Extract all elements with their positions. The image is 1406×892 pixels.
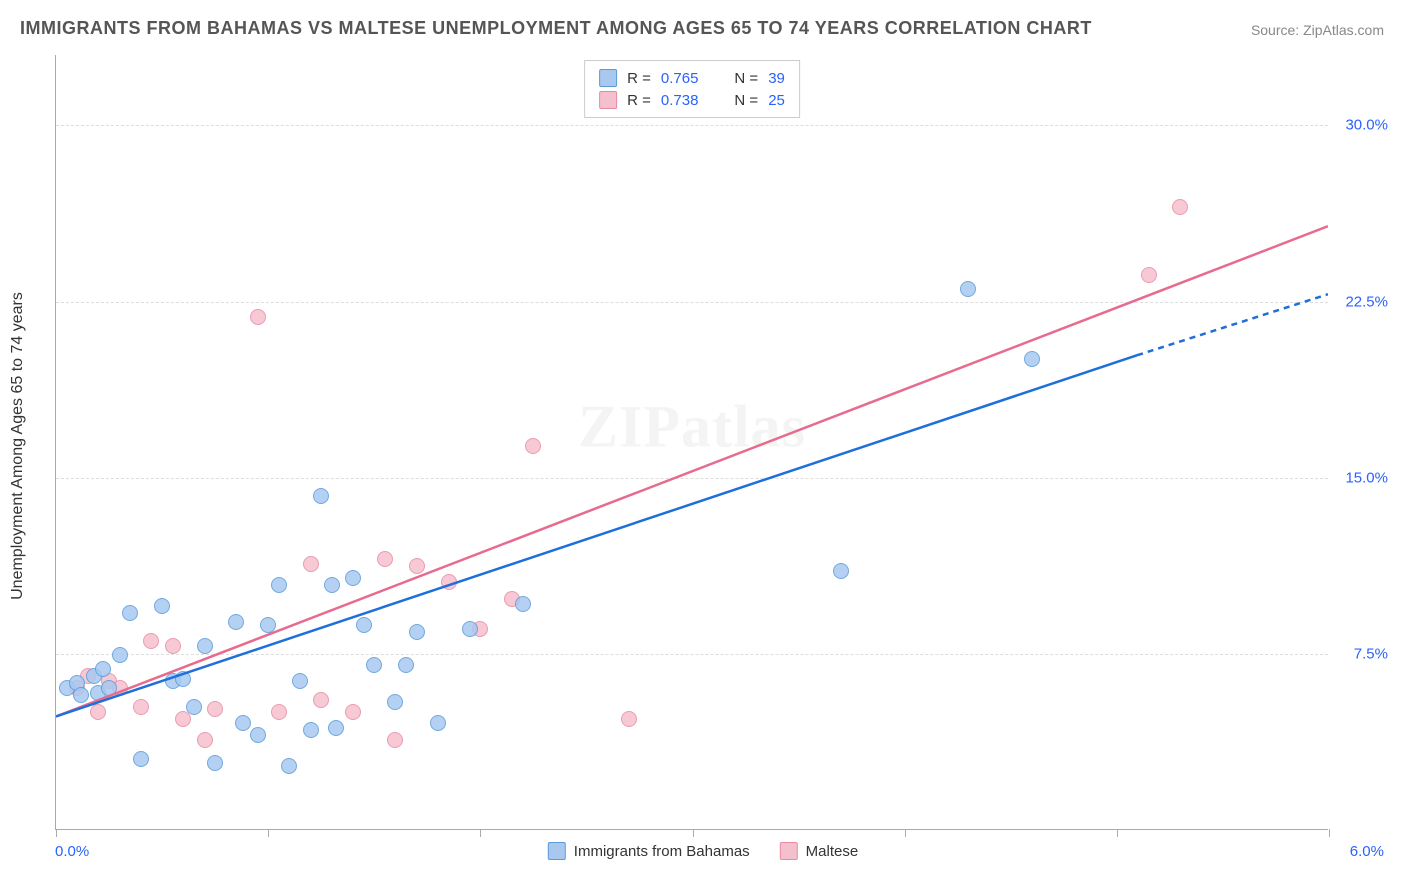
series-legend: Immigrants from Bahamas Maltese — [548, 842, 858, 860]
data-point — [197, 638, 213, 654]
legend-label: Immigrants from Bahamas — [574, 843, 750, 860]
x-tick — [56, 829, 57, 837]
y-tick-label: 22.5% — [1336, 293, 1388, 310]
data-point — [313, 692, 329, 708]
data-point — [515, 596, 531, 612]
data-point — [207, 755, 223, 771]
legend-swatch — [599, 69, 617, 87]
grid-line — [56, 654, 1328, 655]
data-point — [387, 732, 403, 748]
data-point — [271, 704, 287, 720]
data-point — [1172, 199, 1188, 215]
data-point — [324, 577, 340, 593]
r-value: 0.738 — [661, 92, 699, 109]
data-point — [387, 694, 403, 710]
data-point — [303, 722, 319, 738]
data-point — [409, 624, 425, 640]
x-tick — [268, 829, 269, 837]
data-point — [197, 732, 213, 748]
legend-swatch — [599, 91, 617, 109]
legend-item: Maltese — [780, 842, 859, 860]
data-point — [462, 621, 478, 637]
data-point — [366, 657, 382, 673]
data-point — [165, 638, 181, 654]
x-tick — [693, 829, 694, 837]
x-tick — [1117, 829, 1118, 837]
data-point — [345, 704, 361, 720]
data-point — [207, 701, 223, 717]
data-point — [292, 673, 308, 689]
legend-item: Immigrants from Bahamas — [548, 842, 750, 860]
data-point — [250, 727, 266, 743]
correlation-legend: R = 0.765 N = 39 R = 0.738 N = 25 — [584, 60, 800, 118]
data-point — [133, 751, 149, 767]
trend-lines — [56, 55, 1328, 829]
data-point — [175, 671, 191, 687]
y-axis-label: Unemployment Among Ages 65 to 74 years — [9, 292, 27, 600]
data-point — [73, 687, 89, 703]
data-point — [313, 488, 329, 504]
data-point — [1141, 267, 1157, 283]
data-point — [328, 720, 344, 736]
grid-line — [56, 478, 1328, 479]
data-point — [260, 617, 276, 633]
grid-line — [56, 125, 1328, 126]
data-point — [133, 699, 149, 715]
correlation-legend-row: R = 0.738 N = 25 — [599, 89, 785, 111]
data-point — [235, 715, 251, 731]
data-point — [250, 309, 266, 325]
x-tick — [1329, 829, 1330, 837]
chart-title: IMMIGRANTS FROM BAHAMAS VS MALTESE UNEMP… — [20, 18, 1092, 39]
data-point — [122, 605, 138, 621]
r-value: 0.765 — [661, 70, 699, 87]
n-label: N = — [734, 70, 758, 87]
x-axis-min-label: 0.0% — [55, 843, 89, 860]
data-point — [960, 281, 976, 297]
data-point — [409, 558, 425, 574]
data-point — [345, 570, 361, 586]
data-point — [441, 574, 457, 590]
x-axis-max-label: 6.0% — [1350, 843, 1384, 860]
data-point — [1024, 351, 1040, 367]
watermark-text: ZIPatlas — [578, 392, 806, 461]
y-tick-label: 15.0% — [1336, 469, 1388, 486]
data-point — [398, 657, 414, 673]
grid-line — [56, 302, 1328, 303]
data-point — [525, 438, 541, 454]
legend-swatch — [548, 842, 566, 860]
x-tick — [905, 829, 906, 837]
n-value: 25 — [768, 92, 785, 109]
data-point — [377, 551, 393, 567]
data-point — [833, 563, 849, 579]
data-point — [101, 680, 117, 696]
r-label: R = — [627, 92, 651, 109]
data-point — [143, 633, 159, 649]
data-point — [154, 598, 170, 614]
n-label: N = — [734, 92, 758, 109]
source-attribution: Source: ZipAtlas.com — [1251, 22, 1384, 38]
x-tick — [480, 829, 481, 837]
data-point — [356, 617, 372, 633]
data-point — [621, 711, 637, 727]
y-tick-label: 7.5% — [1336, 645, 1388, 662]
data-point — [112, 647, 128, 663]
data-point — [303, 556, 319, 572]
data-point — [95, 661, 111, 677]
legend-swatch — [780, 842, 798, 860]
data-point — [90, 704, 106, 720]
chart-plot-area: ZIPatlas R =0.765N =39R =0.738N =25 7.5%… — [55, 55, 1328, 830]
data-point — [430, 715, 446, 731]
data-point — [186, 699, 202, 715]
data-point — [271, 577, 287, 593]
n-value: 39 — [768, 70, 785, 87]
data-point — [281, 758, 297, 774]
correlation-legend-row: R = 0.765 N = 39 — [599, 67, 785, 89]
r-label: R = — [627, 70, 651, 87]
legend-label: Maltese — [806, 843, 859, 860]
data-point — [228, 614, 244, 630]
y-tick-label: 30.0% — [1336, 117, 1388, 134]
